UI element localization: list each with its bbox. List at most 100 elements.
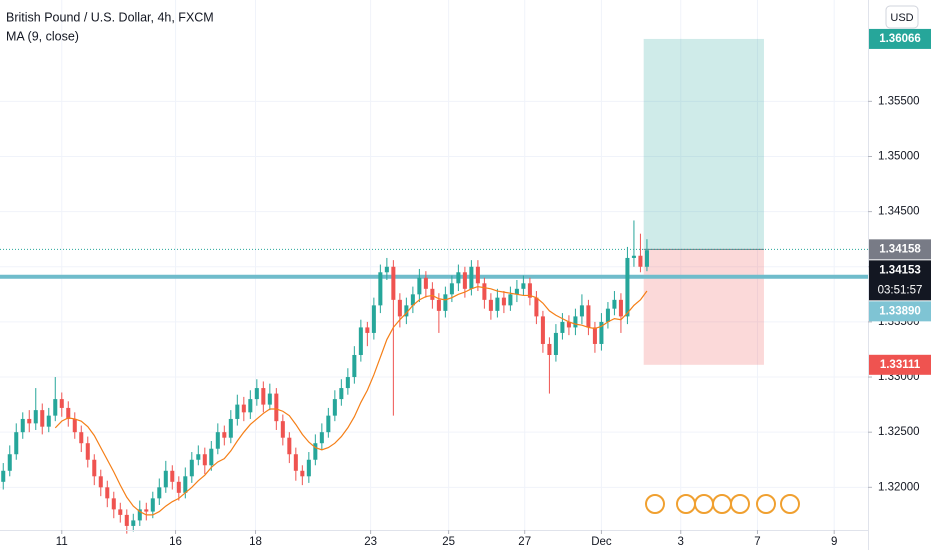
candle-body <box>85 443 90 460</box>
y-tick-label: 1.35500 <box>878 95 920 107</box>
candle-body <box>514 288 519 295</box>
x-tick-label: 25 <box>442 536 455 548</box>
candle-body <box>40 410 45 427</box>
candle-body <box>560 321 565 333</box>
candle-body <box>92 459 97 477</box>
candle-body <box>124 514 129 526</box>
candle-body <box>592 327 597 344</box>
candle-body <box>293 454 298 471</box>
candle-body <box>332 399 337 416</box>
candle-body <box>46 415 51 427</box>
candle-body <box>118 509 123 515</box>
event-icon[interactable] <box>780 494 800 514</box>
currency-button[interactable] <box>885 5 919 29</box>
candle-body <box>625 257 630 317</box>
candle-body <box>33 410 38 424</box>
candle-body <box>7 454 12 471</box>
event-icon[interactable] <box>645 494 665 514</box>
candle-body <box>391 266 396 300</box>
candle-body <box>202 454 207 466</box>
candle-body <box>644 250 649 267</box>
candle-body <box>508 294 513 306</box>
candle-body <box>241 404 246 413</box>
candle-body <box>319 432 324 444</box>
candle-body <box>553 332 558 355</box>
candle-body <box>423 277 428 289</box>
candle-body <box>384 266 389 273</box>
candle-body <box>566 321 571 328</box>
price-tag-label: 1.33890 <box>879 305 921 317</box>
candle-body <box>98 476 103 488</box>
candle-body <box>222 432 227 438</box>
candle-body <box>378 272 383 306</box>
candle-body <box>599 321 604 344</box>
candle-body <box>131 520 136 526</box>
candle-body <box>196 454 201 460</box>
candle-body <box>339 388 344 400</box>
candle-body <box>300 470 305 477</box>
candle-body <box>189 459 194 477</box>
candle-body <box>1 470 6 482</box>
axes: 1.320001.325001.330001.335001.340001.345… <box>56 28 931 548</box>
ma-line <box>54 285 648 516</box>
candle-body <box>540 316 545 344</box>
candle-body <box>586 305 591 328</box>
x-tick-label: Dec <box>591 536 612 548</box>
candle-body <box>638 255 643 267</box>
candle-body <box>547 343 552 355</box>
event-icon[interactable] <box>712 494 732 514</box>
candle-body <box>352 354 357 378</box>
candle-body <box>365 327 370 333</box>
candle-body <box>20 418 25 433</box>
y-tick-label: 1.35000 <box>878 151 920 163</box>
candle-body <box>397 299 402 317</box>
candle-body <box>313 443 318 460</box>
price-tag <box>869 354 931 375</box>
candle-body <box>404 305 409 317</box>
candle-body <box>573 316 578 328</box>
candle-body <box>248 399 253 413</box>
currency-label[interactable]: USD <box>890 12 913 24</box>
candle-body <box>410 294 415 306</box>
candle-body <box>157 487 162 499</box>
x-tick-label: 3 <box>678 536 684 548</box>
candle-body <box>79 432 84 444</box>
candle-body <box>495 297 500 311</box>
candle-body <box>430 288 435 300</box>
y-tick-label: 1.32000 <box>878 481 920 493</box>
candle-body <box>521 283 526 289</box>
candle-body <box>254 388 259 400</box>
candle-body <box>183 476 188 493</box>
candle-body <box>228 418 233 438</box>
grid <box>0 0 868 530</box>
candle-body <box>579 305 584 317</box>
candle-body <box>287 437 292 455</box>
candle-body <box>163 470 168 488</box>
price-tag-label: 1.34153 <box>879 264 921 276</box>
price-tag <box>869 239 931 260</box>
candle-body <box>475 266 480 284</box>
event-icon[interactable] <box>730 494 750 514</box>
candle-body <box>358 327 363 355</box>
event-icon[interactable] <box>676 494 696 514</box>
candle-body <box>53 399 58 416</box>
price-tag <box>869 260 931 301</box>
candle-body <box>488 299 493 311</box>
event-icon[interactable] <box>756 494 776 514</box>
candle-body <box>618 299 623 317</box>
price-tag <box>869 28 931 49</box>
event-icons <box>645 494 800 514</box>
candle-body <box>501 297 506 306</box>
candle-body <box>14 432 19 455</box>
candle-body <box>371 305 376 333</box>
candle-body <box>345 377 350 389</box>
candle-body <box>462 272 467 289</box>
x-tick-label: 27 <box>518 536 531 548</box>
event-icon[interactable] <box>694 494 714 514</box>
loss-zone <box>643 249 764 365</box>
y-tick-label: 1.32500 <box>878 426 920 438</box>
candle-body <box>306 459 311 477</box>
x-tick-label: 9 <box>831 536 837 548</box>
x-tick-label: 23 <box>364 536 377 548</box>
